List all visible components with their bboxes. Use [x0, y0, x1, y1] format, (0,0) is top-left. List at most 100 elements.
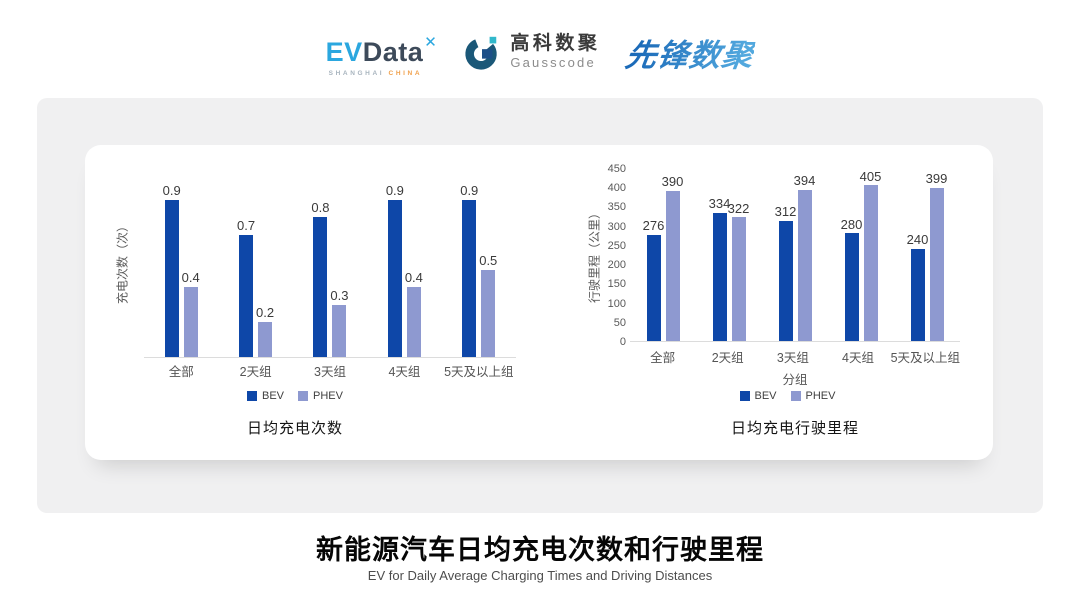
page-subtitle: EV for Daily Average Charging Times and … [367, 568, 713, 583]
evdata-city-text: SHANGHAI [328, 69, 385, 77]
bar-bev: 0.8 [311, 201, 330, 357]
page-title: 新能源汽车日均充电次数和行驶里程 [316, 535, 764, 565]
bar-bev: 280 [841, 218, 862, 341]
y-tick-label: 400 [607, 182, 626, 195]
bar-phev: 0.4 [182, 271, 200, 357]
bar-phev: 0.3 [330, 289, 349, 357]
bar-value-label: 390 [661, 174, 684, 190]
evdata-data-text: Data [362, 36, 424, 67]
y-tick-label: 300 [607, 220, 626, 233]
evdata-location: SHANGHAI CHINA [326, 70, 438, 77]
y-tick-label: 350 [607, 201, 626, 214]
bar-bev: 0.9 [386, 184, 404, 357]
bar-value-label: 0.2 [256, 305, 275, 321]
legend-item-phev: PHEV [298, 390, 343, 402]
legend-swatch [739, 391, 750, 401]
legend-item-phev: PHEV [790, 390, 835, 402]
gausscode-text: 高科数聚 Gausscode [510, 33, 600, 71]
bar-value-label: 394 [793, 172, 816, 188]
category-label: 2天组 [239, 365, 272, 379]
bar-group: 0.9 0.5 [460, 184, 497, 357]
category-label: 2天组 [711, 351, 744, 365]
evdata-star-icon: ✕ [424, 33, 438, 51]
legend-label: BEV [262, 390, 285, 402]
category-label: 3天组 [776, 351, 809, 365]
evdata-country-text: CHINA [388, 69, 423, 77]
pioneer-logo: 先锋数聚 [623, 30, 757, 75]
legend-swatch [298, 391, 309, 401]
category-label: 全部 [650, 351, 676, 365]
y-axis-label: 充电次数（次） [115, 219, 130, 305]
bar-bev: 0.9 [460, 184, 478, 357]
bar-value-label: 0.9 [385, 182, 404, 198]
bar-phev: 394 [794, 174, 815, 341]
bar-value-label: 0.9 [162, 182, 181, 198]
plot-area: 276 390 334 322 312 394 280 405 240 399 [630, 169, 960, 342]
bar-value-label: 0.7 [237, 217, 256, 233]
legend: BEV PHEV [630, 390, 945, 402]
category-label: 4天组 [842, 351, 874, 365]
bar-bev: 276 [643, 219, 664, 341]
x-axis-category-labels: 全部 2天组 3天组 4天组 5天及以上组 [630, 347, 960, 366]
category-label: 5天及以上组 [444, 365, 514, 379]
plot-area: 0.9 0.4 0.7 0.2 0.8 0.3 0.9 0.4 0.9 0.5 [144, 183, 516, 358]
gausscode-g-icon [465, 36, 498, 70]
bar-phev: 399 [926, 172, 947, 341]
y-tick-label: 200 [607, 259, 626, 272]
bar-value-label: 0.3 [330, 287, 349, 303]
x-axis-category-labels: 全部 2天组 3天组 4天组 5天及以上组 [144, 361, 516, 380]
legend-label: PHEV [313, 390, 343, 402]
evdata-wordmark: EVData✕ [326, 28, 438, 67]
gausscode-en-name: Gausscode [510, 55, 596, 70]
bar-phev: 405 [860, 170, 881, 341]
y-tick-label: 0 [619, 336, 626, 348]
chart-title: 日均充电行驶里程 [730, 420, 859, 437]
category-label: 4天组 [388, 365, 421, 379]
header-logos: EVData✕ SHANGHAI CHINA 高科数聚 Gausscode 先锋… [0, 22, 1080, 82]
gausscode-logo: 高科数聚 Gausscode [463, 33, 600, 71]
bar-phev: 0.5 [479, 254, 497, 357]
bar-bev: 240 [907, 233, 928, 341]
legend-item-bev: BEV [247, 390, 284, 402]
evdata-ev-text: EV [325, 36, 363, 67]
bar-phev: 390 [662, 175, 683, 341]
bar-group: 280 405 [841, 170, 881, 341]
bar-group: 0.7 0.2 [237, 219, 274, 357]
bar-value-label: 334 [708, 195, 731, 211]
bar-value-label: 312 [774, 204, 797, 220]
category-label: 3天组 [314, 365, 346, 379]
bar-value-label: 0.4 [404, 270, 423, 286]
bar-phev: 0.4 [405, 271, 423, 357]
y-tick-label: 250 [607, 239, 626, 252]
bar-value-label: 0.9 [460, 182, 479, 198]
bar-value-label: 240 [906, 232, 929, 248]
bar-group: 240 399 [907, 172, 947, 341]
legend-label: BEV [754, 390, 777, 402]
bar-value-label: 280 [840, 216, 863, 232]
y-tick-label: 450 [607, 163, 626, 175]
bar-bev: 0.9 [163, 184, 181, 357]
category-label: 全部 [168, 365, 194, 379]
legend: BEV PHEV [105, 390, 485, 402]
bar-value-label: 405 [859, 168, 882, 184]
bar-value-label: 0.5 [479, 252, 498, 268]
chart-title: 日均充电次数 [246, 420, 343, 437]
bar-value-label: 276 [642, 218, 665, 234]
bar-value-label: 322 [727, 200, 750, 216]
y-axis-tick-labels: 0 50 100 150 200 250 300 350 400 450 [594, 163, 626, 348]
bar-phev: 0.2 [256, 306, 274, 357]
bar-group: 0.8 0.3 [311, 201, 349, 357]
y-tick-label: 150 [607, 278, 626, 291]
bar-bev: 0.7 [237, 219, 255, 357]
bar-group: 334 322 [709, 197, 749, 341]
evdata-logo: EVData✕ SHANGHAI CHINA [326, 28, 438, 77]
bar-phev: 322 [728, 201, 749, 341]
y-tick-label: 50 [613, 316, 626, 329]
bar-bev: 312 [775, 205, 796, 341]
bar-group: 312 394 [775, 174, 815, 341]
bar-group: 276 390 [643, 175, 683, 341]
bar-value-label: 0.4 [181, 270, 200, 286]
bar-value-label: 0.8 [311, 200, 330, 216]
x-axis-label: 分组 [782, 373, 808, 387]
